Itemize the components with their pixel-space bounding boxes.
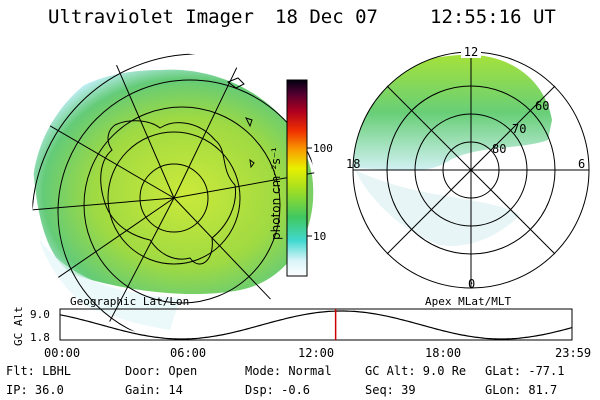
mlt-label-top: 12: [464, 45, 478, 59]
status-gc-alt: GC Alt: 9.0 Re: [365, 364, 467, 378]
status-seq: Seq: 39: [365, 383, 416, 397]
altitude-plot: GC Alt 9.0 1.8 00:00 06:00 12:00 18:00 2…: [12, 306, 591, 360]
altitude-curve: [59, 310, 573, 340]
colorbar-gradient: [286, 79, 308, 277]
status-glat: GLat: -77.1: [485, 364, 565, 378]
colorbar: 100 10 photon cm⁻²s⁻¹: [269, 79, 333, 277]
geographic-panel: [32, 53, 316, 337]
time-tick-1800: 18:00: [425, 346, 461, 360]
status-filter: Flt: LBHL: [6, 364, 72, 378]
time-tick-0000: 00:00: [44, 346, 80, 360]
mlt-label-bottom: 0: [468, 277, 475, 291]
time-tick-2359: 23:59: [555, 346, 591, 360]
time-tick-0600: 06:00: [170, 346, 206, 360]
altitude-ylabel: GC Alt: [12, 306, 25, 346]
geographic-panel-label: Geographic Lat/Lon: [70, 295, 189, 308]
time-tick-1200: 12:00: [298, 346, 334, 360]
status-door: Door: Open: [125, 364, 198, 378]
time-label: 12:55:16 UT: [430, 6, 556, 28]
status-glon: GLon: 81.7: [485, 383, 558, 397]
altitude-ytick-bottom: 1.8: [30, 331, 50, 344]
altitude-ytick-top: 9.0: [30, 308, 50, 321]
app-title: Ultraviolet Imager: [48, 6, 254, 28]
mlt-label-right: 6: [578, 157, 585, 171]
mlat-label-60: 60: [535, 99, 549, 113]
altitude-plot-frame: [59, 308, 573, 341]
date-label: 18 Dec 07: [275, 6, 378, 28]
mlt-label-left: 18: [346, 157, 360, 171]
mlat-label-70: 70: [512, 122, 526, 136]
uv-haze-left: [40, 240, 180, 330]
antarctica-outline: [100, 120, 237, 265]
status-ip: IP: 36.0: [6, 383, 64, 397]
status-dsp: Dsp: -0.6: [245, 383, 311, 397]
mlat-label-80: 80: [492, 142, 506, 156]
uv-emission-left: [32, 69, 314, 295]
status-gain: Gain: 14: [125, 383, 183, 397]
colorbar-unit-label: photon cm⁻²s⁻¹: [269, 147, 283, 240]
status-mode: Mode: Normal: [245, 364, 332, 378]
colorbar-tick-10: 10: [313, 230, 326, 243]
apex-panel-label: Apex MLat/MLT: [425, 295, 511, 308]
colorbar-tick-100: 100: [313, 142, 333, 155]
apex-panel: 12 18 6 0 60 70 80: [346, 45, 590, 291]
uv-emission-right: [353, 54, 552, 171]
uv-haze-right: [355, 170, 520, 246]
